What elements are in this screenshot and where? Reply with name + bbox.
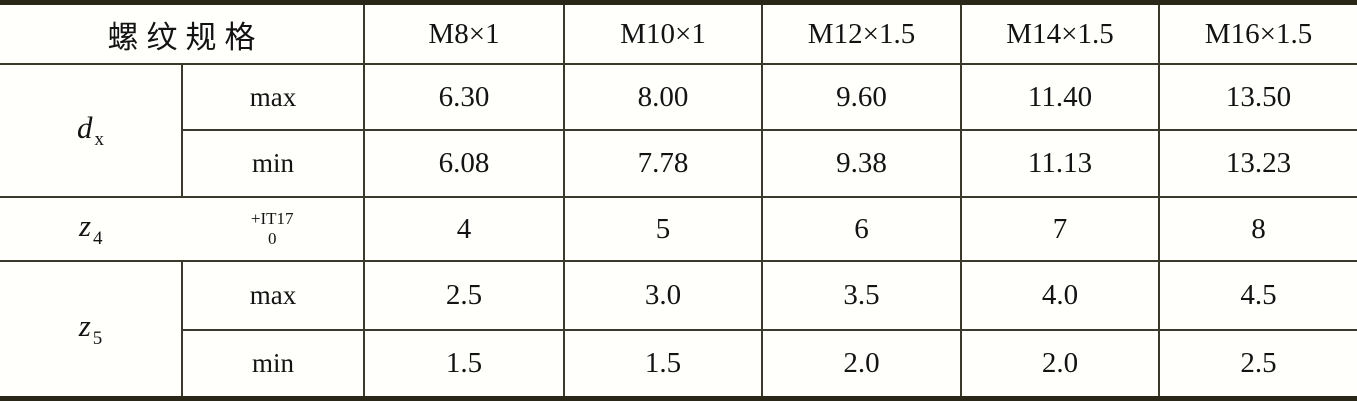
cell-z4-1: 5 [565,198,763,262]
cell-dx-min-3: 11.13 [962,131,1160,198]
cell-z5-min-0: 1.5 [365,331,565,396]
cell-z5-max-0: 2.5 [365,262,565,331]
cell-z5-min-3: 2.0 [962,331,1160,396]
col-header-m14x15: M14×1.5 [962,5,1160,65]
dx-max-label: max [183,65,365,131]
cell-dx-max-4: 13.50 [1160,65,1357,131]
cell-z4-2: 6 [763,198,962,262]
cell-dx-max-0: 6.30 [365,65,565,131]
cell-dx-max-1: 8.00 [565,65,763,131]
tolerance-upper: +IT17 [250,209,294,229]
z5-min-label: min [183,331,365,396]
cell-z5-min-1: 1.5 [565,331,763,396]
cell-dx-max-3: 11.40 [962,65,1160,131]
dx-min-label: min [183,131,365,198]
tolerance-lower: 0 [267,229,277,248]
col-header-m8x1: M8×1 [365,5,565,65]
cell-z5-max-4: 4.5 [1160,262,1357,331]
tolerance-stack: +IT17 0 [251,209,294,248]
cell-z4-3: 7 [962,198,1160,262]
cell-dx-min-0: 6.08 [365,131,565,198]
cell-dx-min-4: 13.23 [1160,131,1357,198]
cell-dx-min-1: 7.78 [565,131,763,198]
col-header-m12x15: M12×1.5 [763,5,962,65]
col-header-m16x15: M16×1.5 [1160,5,1357,65]
cell-z5-max-3: 4.0 [962,262,1160,331]
cell-dx-max-2: 9.60 [763,65,962,131]
cell-z5-min-4: 2.5 [1240,347,1277,379]
cell-z5-max-1: 3.0 [565,262,763,331]
cell-z4-0: 4 [365,198,565,262]
z5-max-label: max [183,262,365,331]
spec-header-label: 螺纹规格 [0,5,365,65]
cell-z5-max-2: 3.5 [763,262,962,331]
cell-z5-min-2: 2.0 [763,331,962,396]
cell-dx-min-2: 9.38 [763,131,962,198]
cell-z4-4: 8 [1160,198,1357,262]
z4-tolerance-wrap: +IT17 0 [182,209,364,248]
col-header-m10x1: M10×1 [565,5,763,65]
